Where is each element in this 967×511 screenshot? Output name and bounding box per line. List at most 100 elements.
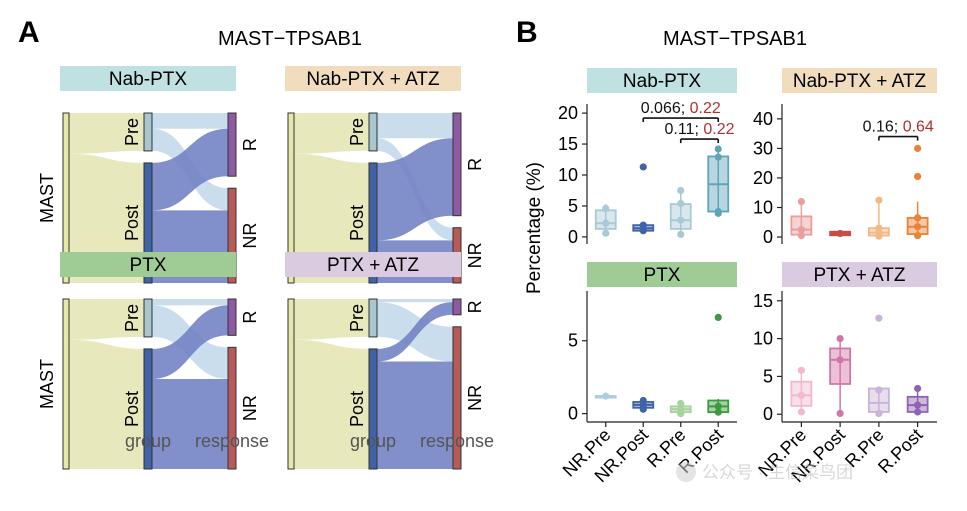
data-point [797,366,805,374]
box-nr-post [829,229,852,238]
y-tick-label: 10 [558,165,578,185]
data-point [714,402,722,410]
y-tick-label: 5 [568,331,578,351]
node-label-nr: NR [240,223,260,249]
box-nr-pre [594,204,617,237]
data-point [714,408,722,416]
y-tick-label: 0 [568,227,578,247]
data-point [677,399,685,408]
y-tick-label: 20 [753,168,773,188]
node-pre [368,112,378,152]
p-value-label: 0.066; 0.22 [641,100,721,117]
box-body [669,203,692,230]
data-point [914,408,922,416]
data-point [875,409,883,418]
y-tick-label: 5 [568,196,578,216]
box-nr-post [632,163,655,235]
box-r-pre [669,186,692,239]
node-post [368,348,378,470]
y-tick-label: 40 [753,109,773,129]
node-label-pre: Pre [122,118,142,146]
watermark-text: 公众号 · 生信菜鸟团 [702,463,853,482]
box-r-post [707,145,730,217]
data-point [836,356,844,364]
strip-ptx-atz [782,262,937,287]
node-label-mast: MAST [37,173,57,223]
y-tick-label: 0 [763,404,773,424]
node-label-r: R [240,138,260,151]
node-label-post: Post [122,205,142,241]
node-label-post: Post [347,391,367,427]
y-tick-label: 10 [753,329,773,349]
node-label-r: R [465,158,485,171]
data-point [797,231,805,240]
boxplot-nab-ptx-atz: Nab-PTX + ATZ 0 10 20 30 40 0.16; 0.64 [753,68,937,247]
strip-ptx-atz [285,252,461,277]
y-axis-title: Percentage (%) [524,162,545,294]
p-value-right: 0.64 [903,119,934,136]
node-mast [287,112,295,284]
node-label-pre: Pre [347,304,367,332]
node-mast [62,298,70,470]
flow-mast-post [69,339,144,469]
comparison-r-pre-r-post: 0.16; 0.64 [863,119,934,141]
node-pre [368,298,378,338]
node-label-pre: Pre [347,118,367,146]
node-pre [143,298,153,338]
axis-label-response: response [420,431,494,451]
strip-nab-ptx [60,66,236,91]
strip-ptx [587,262,737,287]
data-point [914,401,922,409]
y-tick-label: 15 [753,291,773,311]
flow-pre-r [152,299,228,306]
p-value-left: 0.16; [863,119,903,136]
data-point [875,196,883,204]
data-point [797,226,805,234]
data-point [677,199,685,208]
data-point [875,314,883,322]
p-value-right: 0.22 [690,100,721,117]
node-r [227,112,237,177]
box-nr-post [632,396,655,413]
flow-mast-post [69,153,144,283]
node-label-r: R [465,300,485,313]
strip-label: Nab-PTX [109,69,187,90]
data-point [677,186,685,195]
x-tick-label: R.Post [874,425,926,477]
data-point [875,386,883,394]
strip-label: PTX [130,255,167,276]
data-point [914,214,922,222]
p-value-left: 0.066; [641,100,690,117]
data-point [602,392,610,400]
node-label-nr: NR [465,385,485,411]
y-tick-label: 20 [558,103,578,123]
sankey-ptx-atz: PTX + ATZ Pre Post R NR group response [285,252,494,470]
watermark: 公众号 · 生信菜鸟团 [676,462,853,482]
y-tick-label: 15 [558,134,578,154]
data-point [714,313,722,322]
box-r-pre [867,196,890,240]
flow-post-r [152,128,228,211]
flow-post-r [377,302,453,362]
node-nr [452,326,462,470]
flow-post-r [152,305,228,379]
box-nr-pre [790,366,813,416]
data-point [714,207,722,216]
axis-label-response: response [195,431,269,451]
node-label-mast: MAST [37,359,57,409]
data-point [836,409,844,418]
box-nr-post [829,334,852,418]
strip-label: PTX [644,265,681,286]
data-point [639,163,647,171]
data-point [639,227,647,235]
sankey-nab-ptx: Nab-PTX MAST Pre Post R NR [37,66,260,284]
node-mast [287,298,295,470]
node-nr [227,187,237,284]
node-post [368,162,378,284]
box-r-pre [867,314,890,418]
strip-label: Nab-PTX + ATZ [793,71,927,92]
sankey-nab-ptx-atz: Nab-PTX + ATZ Pre Post R NR [285,66,485,284]
